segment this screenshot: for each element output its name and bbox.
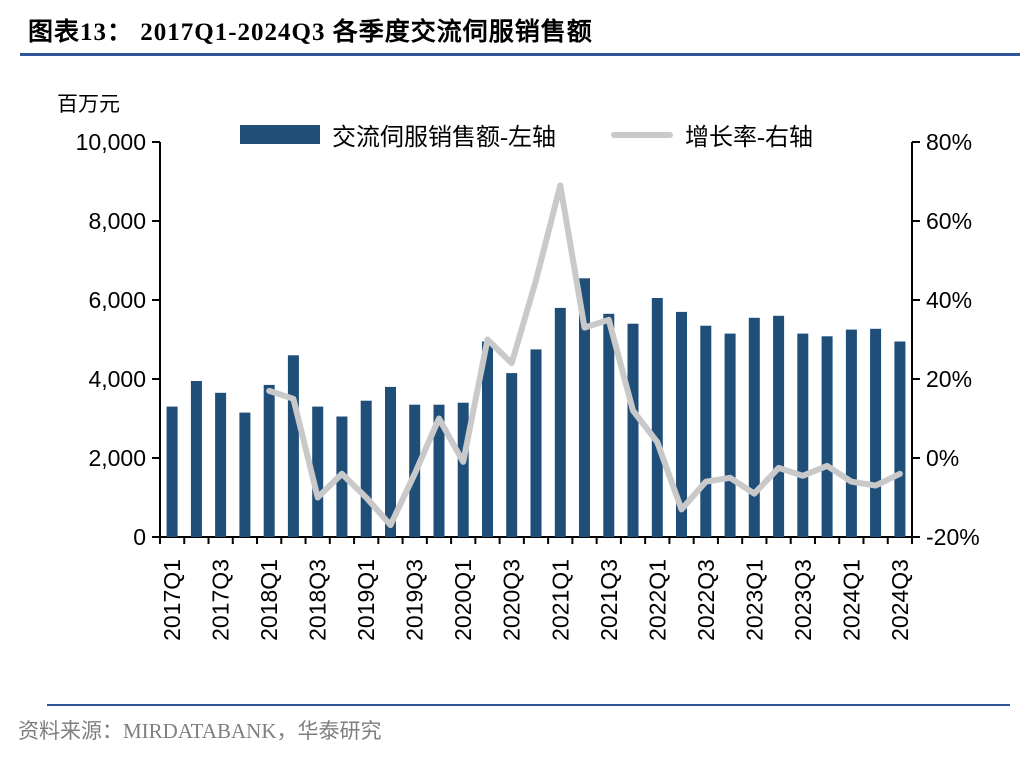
- left-axis-tick-label: 6,000: [88, 287, 146, 313]
- bar-2024Q1: [845, 329, 857, 537]
- x-axis-label-2024Q1: 2024Q1: [838, 559, 864, 641]
- legend-line-label: 增长率-右轴: [685, 125, 813, 151]
- bar-2023Q4: [821, 336, 833, 537]
- bar-2023Q2: [773, 315, 785, 537]
- x-axis-label-2018Q3: 2018Q3: [305, 559, 331, 641]
- x-axis-label-2019Q3: 2019Q3: [402, 559, 428, 641]
- x-axis-label-2019Q1: 2019Q1: [353, 559, 379, 641]
- title-divider: [20, 53, 1020, 56]
- legend: 交流伺服销售额-左轴 增长率-右轴: [240, 117, 813, 152]
- left-axis-tick-label: 8,000: [88, 208, 146, 234]
- bar-2021Q3: [603, 313, 615, 537]
- x-axis-label-2022Q1: 2022Q1: [644, 559, 670, 641]
- bar-2022Q3: [700, 325, 712, 537]
- bar-2018Q1: [263, 384, 275, 537]
- legend-line-swatch: [611, 131, 673, 138]
- source-note: 资料来源：MIRDATABANK，华泰研究: [18, 719, 382, 743]
- left-axis-tick-label: 2,000: [88, 445, 146, 471]
- bar-2022Q4: [724, 333, 736, 537]
- right-axis-tick-label: 40%: [926, 287, 972, 313]
- x-axis-label-2017Q1: 2017Q1: [159, 559, 185, 641]
- x-axis-label-2023Q3: 2023Q3: [790, 559, 816, 641]
- left-axis-tick-label: 0: [133, 524, 146, 550]
- right-axis-tick-label: 20%: [926, 366, 972, 392]
- bar-2019Q1: [360, 400, 372, 537]
- legend-bar-label: 交流伺服销售额-左轴: [332, 125, 556, 151]
- left-axis-unit-label: 百万元: [57, 92, 120, 116]
- bar-2023Q3: [797, 333, 809, 537]
- bar-2019Q4: [433, 404, 445, 537]
- bar-2024Q3: [894, 341, 906, 537]
- x-axis-label-2018Q1: 2018Q1: [256, 559, 282, 641]
- right-axis-tick-label: 0%: [926, 445, 959, 471]
- right-axis-tick-label: 80%: [926, 129, 972, 155]
- x-axis-label-2023Q1: 2023Q1: [741, 559, 767, 641]
- bar-2020Q4: [530, 349, 542, 537]
- x-axis-label-2022Q3: 2022Q3: [693, 559, 719, 641]
- bar-2024Q2: [870, 328, 882, 537]
- legend-bar-swatch: [240, 125, 320, 144]
- right-axis-tick-label: -20%: [926, 524, 980, 550]
- bar-2020Q2: [482, 341, 493, 537]
- growth-rate-line: [266, 182, 903, 529]
- left-axis-tick-label: 10,000: [76, 129, 146, 155]
- bar-2017Q4: [239, 412, 251, 537]
- bar-2021Q4: [627, 323, 639, 537]
- x-axis-label-2020Q1: 2020Q1: [450, 559, 476, 641]
- bar-2020Q1: [457, 402, 469, 537]
- bar-2017Q2: [190, 381, 202, 537]
- bar-2023Q1: [748, 317, 760, 537]
- chart-title: 图表13： 2017Q1-2024Q3 各季度交流伺服销售额: [28, 19, 593, 46]
- bar-2020Q3: [506, 373, 518, 537]
- footer-divider: [47, 704, 1010, 706]
- x-axis-label-2021Q3: 2021Q3: [596, 559, 622, 641]
- x-axis-label-2021Q1: 2021Q1: [547, 559, 573, 641]
- right-axis-tick-label: 60%: [926, 208, 972, 234]
- bar-2018Q2: [287, 355, 299, 537]
- x-axis-label-2020Q3: 2020Q3: [499, 559, 525, 641]
- left-axis-tick-label: 4,000: [88, 366, 146, 392]
- bar-2022Q1: [651, 298, 663, 537]
- bar-2021Q2: [579, 278, 590, 537]
- bar-2022Q2: [676, 311, 687, 537]
- bar-2017Q3: [215, 392, 227, 537]
- x-axis-label-2024Q3: 2024Q3: [887, 559, 913, 641]
- x-axis-label-2017Q3: 2017Q3: [208, 559, 234, 641]
- bar-2021Q1: [554, 307, 566, 537]
- bar-2017Q1: [166, 406, 178, 537]
- bar-2018Q3: [312, 406, 324, 537]
- bar-2019Q2: [385, 386, 396, 537]
